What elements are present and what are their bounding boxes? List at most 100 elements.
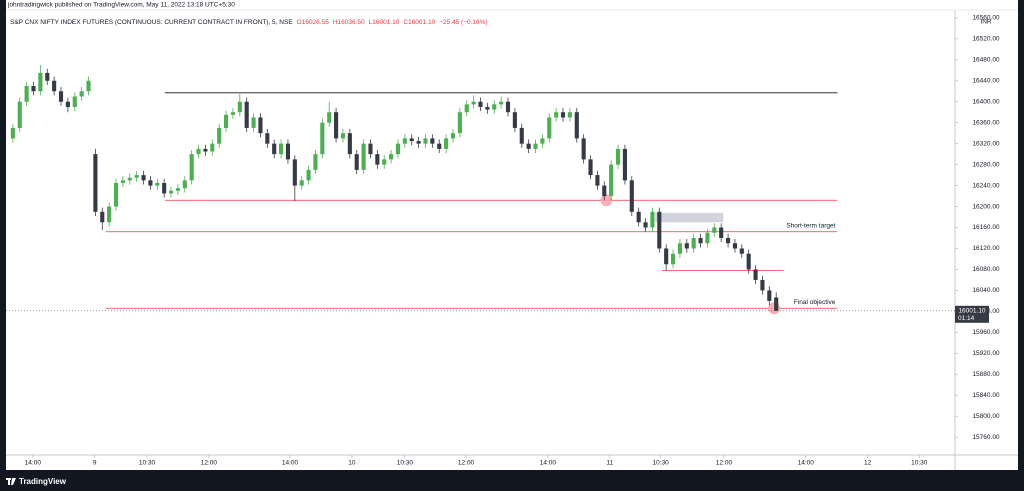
header: johntradingwick published on TradingView…	[7, 2, 235, 9]
candle-body	[299, 180, 304, 186]
x-tick-label: 12:00	[716, 460, 733, 467]
x-tick-label: 12:00	[201, 460, 218, 467]
candle-body	[657, 211, 662, 249]
candle-body	[251, 117, 256, 128]
candle-body	[567, 112, 572, 118]
zone	[655, 212, 724, 223]
candle-body	[643, 222, 648, 228]
candle-body	[285, 143, 291, 160]
candle-body	[574, 112, 579, 139]
candle-body	[560, 112, 566, 118]
candle-body	[650, 211, 655, 228]
candle-body	[471, 101, 476, 105]
ohlc-label: H16036.50	[333, 19, 365, 26]
candle-body	[464, 104, 469, 113]
y-tick-label: 16040.00	[972, 287, 999, 294]
candle-body	[746, 253, 751, 270]
x-tick-label: 10:30	[653, 460, 670, 467]
candle-body	[457, 112, 462, 134]
y-tick-label: 16440.00	[972, 77, 999, 84]
candle-body	[230, 112, 235, 115]
candle-body	[361, 143, 366, 170]
candle-body	[354, 154, 359, 170]
candle-body	[450, 133, 456, 139]
candle-body	[416, 141, 421, 144]
candle-body	[189, 154, 194, 181]
countdown: 01:14	[958, 315, 975, 322]
x-tick-label: 10	[348, 460, 356, 467]
candle-body	[691, 238, 696, 249]
candle-body	[602, 185, 607, 197]
candle-body	[581, 138, 586, 160]
last-price-box	[955, 305, 989, 323]
candle-body	[499, 101, 504, 105]
candle-body	[72, 96, 77, 107]
candle-body	[760, 279, 765, 291]
candle-body	[155, 182, 160, 186]
candle-body	[10, 127, 15, 139]
y-tick-label: 16320.00	[972, 140, 999, 147]
candle-body	[629, 180, 634, 212]
candle-body	[512, 112, 517, 128]
y-tick-label: 16120.00	[972, 245, 999, 252]
x-tick-label: 12	[864, 460, 872, 467]
candle-body	[554, 112, 559, 118]
candle-body	[670, 253, 676, 265]
y-tick-label: 16200.00	[972, 203, 999, 210]
candle-body	[526, 143, 531, 149]
footer-logo	[6, 478, 16, 485]
candle-body	[547, 117, 552, 139]
candle-body	[107, 206, 112, 223]
candle-body	[705, 232, 710, 244]
candle-body	[265, 133, 270, 144]
candle-body	[485, 106, 490, 110]
y-tick-label: 16240.00	[972, 182, 999, 189]
change: −25.45 (−0.16%)	[439, 19, 487, 26]
candle-body	[478, 101, 483, 107]
candle-body	[100, 211, 105, 223]
candle-body	[52, 80, 57, 92]
candle-body	[389, 154, 394, 160]
y-tick-label: 16480.00	[972, 57, 999, 64]
candle-body	[622, 148, 627, 181]
candle-body	[175, 188, 180, 191]
candle-body	[306, 169, 311, 181]
candle-body	[588, 159, 593, 176]
candle-body	[712, 227, 717, 233]
candle-body	[127, 177, 132, 181]
candle-body	[320, 122, 325, 155]
candle-body	[595, 175, 600, 186]
y-tick-label: 15840.00	[972, 392, 999, 399]
candle-body	[334, 112, 339, 139]
candle-body	[753, 269, 758, 280]
candle-body	[340, 133, 346, 139]
footer: TradingView	[19, 477, 67, 486]
candle-body	[540, 138, 545, 144]
candle-body	[677, 243, 682, 254]
candle-body	[726, 238, 731, 244]
y-tick-label: 16160.00	[972, 224, 999, 231]
candle-body	[430, 138, 435, 144]
candle-body	[162, 182, 167, 194]
candle-body	[258, 117, 263, 134]
candle-body	[86, 80, 91, 92]
candle-body	[395, 143, 401, 155]
candle-body	[113, 182, 119, 207]
candle-body	[17, 101, 22, 128]
candle-body	[347, 133, 352, 155]
candle-body	[168, 190, 174, 194]
candle-body	[375, 154, 380, 165]
ohlc-label: O16026.55	[297, 19, 330, 26]
y-tick-label: 15760.00	[972, 434, 999, 441]
candle-body	[120, 180, 125, 183]
x-tick-label: 14:00	[540, 460, 557, 467]
candle-body	[444, 138, 449, 149]
candle-body	[505, 101, 511, 113]
candle-body	[664, 248, 669, 265]
candle-body	[739, 248, 744, 254]
candle-body	[79, 91, 84, 97]
line-label: Final objective	[794, 299, 836, 306]
y-tick-label: 16360.00	[972, 119, 999, 126]
y-tick-label: 15920.00	[972, 350, 999, 357]
